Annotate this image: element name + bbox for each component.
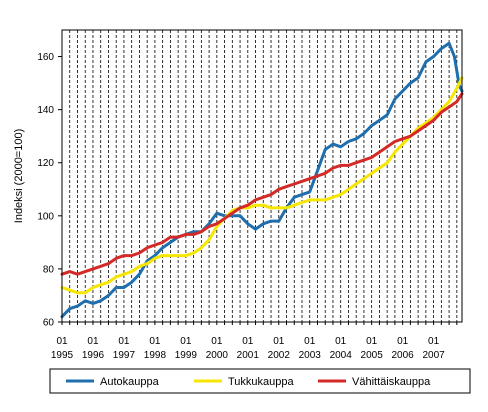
y-tick-label: 100 — [37, 211, 54, 222]
x-tick-label-year: 2000 — [206, 350, 229, 361]
x-tick-label-year: 2007 — [422, 350, 445, 361]
x-tick-label-month: 01 — [180, 336, 192, 347]
legend-box — [49, 368, 471, 394]
series-line-vähittäiskauppa — [60, 92, 464, 276]
legend-label: Vähittäiskauppa — [352, 376, 431, 388]
x-tick-label-month: 01 — [335, 336, 347, 347]
plot-area-frame — [61, 29, 463, 323]
y-tick-label: 160 — [37, 52, 54, 63]
x-tick-label-month: 01 — [56, 336, 68, 347]
series-lines — [60, 41, 464, 319]
legend: Autokauppa Tukkukauppa Vähittäiskauppa — [49, 368, 471, 394]
x-tick-label-year: 1998 — [144, 350, 167, 361]
legend-label: Autokauppa — [100, 376, 160, 388]
x-tick-label-month: 01 — [428, 336, 440, 347]
x-tick-label-year: 2005 — [361, 350, 384, 361]
series-line-autokauppa — [60, 41, 464, 319]
x-tick-label-month: 01 — [397, 336, 409, 347]
x-tick-label-year: 2002 — [268, 350, 291, 361]
y-tick-label: 60 — [43, 318, 55, 329]
x-tick-label-month: 01 — [304, 336, 316, 347]
y-tick-label: 140 — [37, 105, 54, 116]
legend-items: Autokauppa Tukkukauppa Vähittäiskauppa — [66, 376, 431, 388]
x-tick-label-month: 01 — [273, 336, 285, 347]
x-tick-label-month: 01 — [366, 336, 378, 347]
x-tick-label-year: 2003 — [299, 350, 322, 361]
x-tick-label-year: 2006 — [392, 350, 415, 361]
x-tick-label-month: 01 — [118, 336, 130, 347]
x-tick-label-year: 2001 — [237, 350, 260, 361]
series-line-tukkukauppa — [60, 76, 464, 295]
y-tick-label: 120 — [37, 158, 54, 169]
legend-label: Tukkukauppa — [228, 376, 295, 388]
x-axis: 01 1995 01 1996 01 1997 01 1998 01 1999 01 2000 01 20… — [51, 322, 458, 361]
x-tick-label-month: 01 — [211, 336, 223, 347]
x-tick-label-month: 01 — [149, 336, 161, 347]
x-tick-label-year: 1996 — [82, 350, 105, 361]
y-axis: 60 80 100 120 140 160 — [37, 52, 62, 329]
x-tick-label-month: 01 — [242, 336, 254, 347]
x-tick-label-year: 2004 — [330, 350, 353, 361]
x-tick-label-year: 1999 — [175, 350, 198, 361]
x-tick-label-year: 1995 — [51, 350, 74, 361]
y-axis-title: Indeksi (2000=100) — [13, 129, 25, 223]
x-tick-label-year: 1997 — [113, 350, 136, 361]
x-tick-label-month: 01 — [87, 336, 99, 347]
y-tick-label: 80 — [43, 264, 55, 275]
